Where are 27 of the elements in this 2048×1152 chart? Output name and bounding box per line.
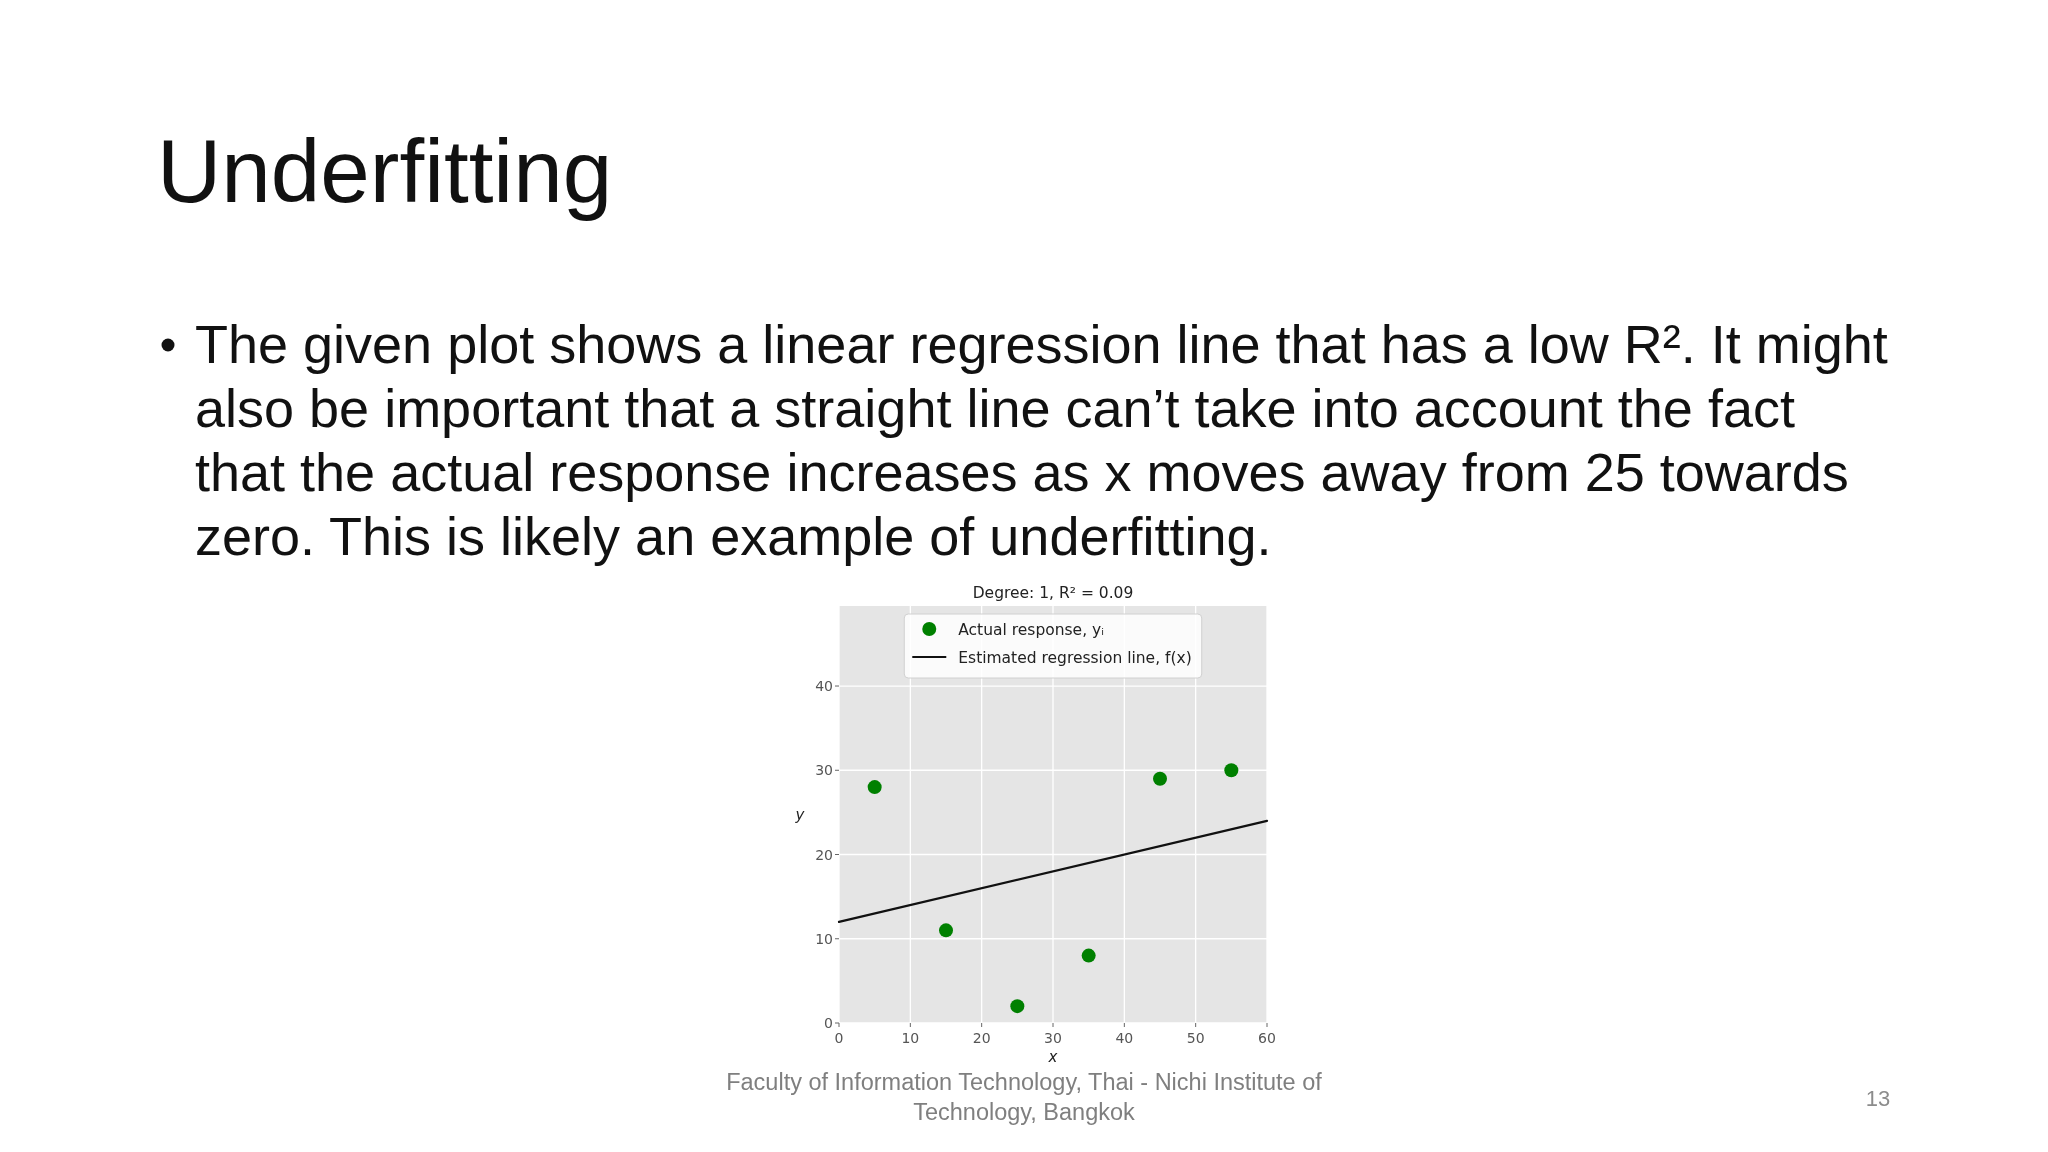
y-tick-label: 30 xyxy=(815,762,833,779)
x-axis-title: x xyxy=(1047,1048,1058,1066)
point xyxy=(1153,771,1167,786)
y-tick-label: 10 xyxy=(815,930,833,947)
x-tick-label: 40 xyxy=(1115,1030,1134,1046)
x-tick-label: 50 xyxy=(1186,1030,1205,1046)
text: 13 xyxy=(1865,1086,1891,1111)
text: The given plot shows a linear regression line that has a low R². It might also be important that a straight line can’t take into account the fact that the actual response increases as x moves away from 25 towards zero. This is likely an example of underfitting. xyxy=(195,314,1888,566)
y-tick-label: 40 xyxy=(815,678,833,695)
x-tick-label: 10 xyxy=(901,1030,920,1046)
legend-label: Estimated regression line, f(x) xyxy=(958,648,1192,667)
point xyxy=(867,780,882,795)
x-tick-label: 20 xyxy=(972,1030,991,1046)
point xyxy=(1224,763,1239,778)
point xyxy=(1010,999,1025,1014)
point xyxy=(939,923,953,938)
x-tick-label: 0 xyxy=(834,1030,844,1046)
chart-subtitle: Degree: 1, R² = 0.09 xyxy=(972,584,1134,602)
chart-title: Underfitting xyxy=(157,121,613,221)
legend-label: Actual response, yᵢ xyxy=(958,620,1104,639)
point xyxy=(1081,948,1096,963)
text: Faculty of Information Technology, Thai - Nichi Institute of Technology, Bangkok xyxy=(726,1069,1323,1125)
y-tick-label: 0 xyxy=(824,1015,833,1031)
y-axis-title: y xyxy=(794,805,806,824)
x-tick-label: 30 xyxy=(1044,1030,1062,1046)
y-tick-label: 20 xyxy=(815,846,833,863)
x-tick-label: 60 xyxy=(1258,1030,1276,1046)
